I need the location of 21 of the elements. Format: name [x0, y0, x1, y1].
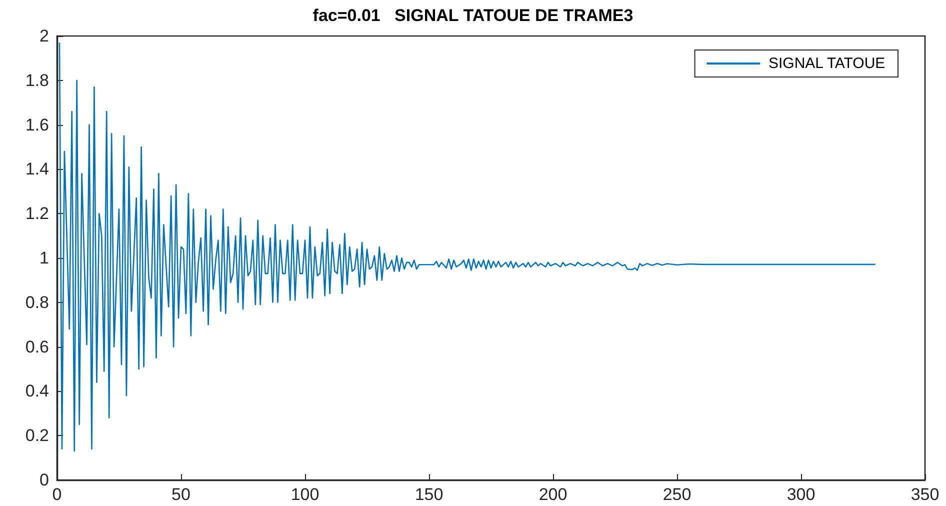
x-tick-label: 300 — [786, 485, 816, 504]
x-tick-label: 50 — [172, 485, 190, 504]
y-tick-label: 0.6 — [25, 337, 49, 356]
y-tick-label: 1.4 — [25, 160, 49, 179]
x-tick-label: 200 — [538, 485, 568, 504]
y-tick-label: 0 — [40, 470, 49, 490]
y-tick-label: 1 — [40, 248, 49, 268]
x-tick-label: 150 — [414, 485, 444, 504]
y-tick-label: 1.6 — [25, 115, 49, 134]
y-tick-label: 1.2 — [25, 204, 49, 224]
x-tick-label: 250 — [662, 485, 692, 504]
y-tick-label: 1.8 — [25, 70, 49, 90]
chart-title: fac=0.01 SIGNAL TATOUE DE TRAME3 — [312, 6, 634, 25]
x-tick-label: 0 — [52, 485, 62, 504]
y-tick-label: 0.2 — [25, 426, 49, 446]
x-tick-label: 350 — [910, 485, 940, 504]
y-tick-label: 0.8 — [25, 292, 49, 312]
x-tick-label: 100 — [290, 485, 320, 504]
legend-label: SIGNAL TATOUE — [768, 55, 886, 72]
y-tick-label: 2 — [40, 26, 49, 46]
y-tick-label: 0.4 — [25, 382, 49, 401]
